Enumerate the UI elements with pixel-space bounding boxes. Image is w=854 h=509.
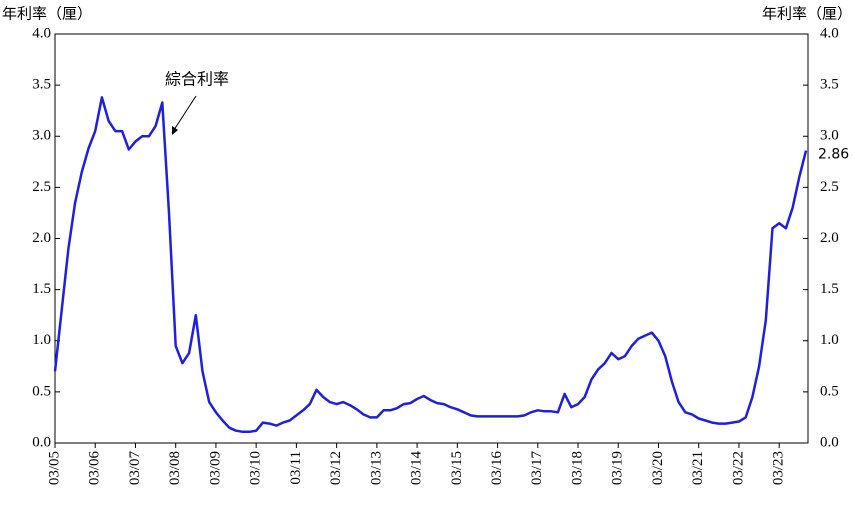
y-tick-label: 3.5 bbox=[32, 77, 51, 93]
y2-tick-label: 1.0 bbox=[820, 332, 839, 348]
y2-tick-label: 3.5 bbox=[820, 77, 839, 93]
x-tick-label: 03/23 bbox=[771, 451, 787, 485]
annotation: 綜合利率 bbox=[165, 70, 229, 89]
y2-tick-label: 0.0 bbox=[820, 434, 839, 450]
annotation-arrow bbox=[171, 95, 197, 134]
x-tick-label: 03/06 bbox=[87, 451, 103, 486]
x-tick-label: 03/11 bbox=[288, 451, 304, 485]
y2-tick-label: 4.0 bbox=[820, 25, 839, 41]
x-tick-label: 03/20 bbox=[650, 451, 666, 485]
x-tick-label: 03/18 bbox=[569, 451, 585, 485]
y2-tick-label: 3.0 bbox=[820, 128, 839, 144]
y-tick-label: 2.0 bbox=[32, 230, 51, 246]
x-tick-label: 03/10 bbox=[248, 451, 264, 485]
y-tick-label: 3.0 bbox=[32, 128, 51, 144]
x-tick-label: 03/22 bbox=[730, 451, 746, 485]
x-tick-label: 03/19 bbox=[610, 451, 626, 485]
y2-tick-label: 2.0 bbox=[820, 230, 839, 246]
y2-tick-label: 2.5 bbox=[820, 179, 839, 195]
x-tick-label: 03/17 bbox=[529, 451, 545, 486]
data-label: 2.86 bbox=[818, 147, 849, 163]
x-tick-label: 03/09 bbox=[207, 451, 223, 485]
y-tick-label: 1.5 bbox=[32, 281, 51, 297]
series-line bbox=[53, 96, 808, 434]
y-axis-title: 年利率（厘） bbox=[2, 5, 92, 23]
x-tick-label: 03/08 bbox=[167, 451, 183, 485]
y-tick-label: 1.0 bbox=[32, 332, 51, 348]
x-tick-label: 03/05 bbox=[46, 451, 62, 485]
y2-axis-title: 年利率（厘） bbox=[762, 5, 852, 23]
x-tick-label: 03/21 bbox=[690, 451, 706, 485]
x-tick-label: 03/14 bbox=[409, 451, 425, 486]
x-tick-label: 03/12 bbox=[328, 451, 344, 485]
x-tick-label: 03/13 bbox=[368, 451, 384, 485]
x-tick-label: 03/15 bbox=[449, 451, 465, 485]
x-tick-label: 03/07 bbox=[127, 451, 143, 486]
plot-frame bbox=[54, 33, 809, 444]
y2-tick-label: 0.5 bbox=[820, 383, 839, 399]
y-tick-label: 4.0 bbox=[32, 25, 51, 41]
y-tick-label: 0.0 bbox=[32, 434, 51, 450]
y-tick-label: 2.5 bbox=[32, 179, 51, 195]
y2-tick-label: 1.5 bbox=[820, 281, 839, 297]
x-tick-label: 03/16 bbox=[489, 451, 505, 486]
y-tick-label: 0.5 bbox=[32, 383, 51, 399]
arrow-head bbox=[172, 126, 178, 135]
